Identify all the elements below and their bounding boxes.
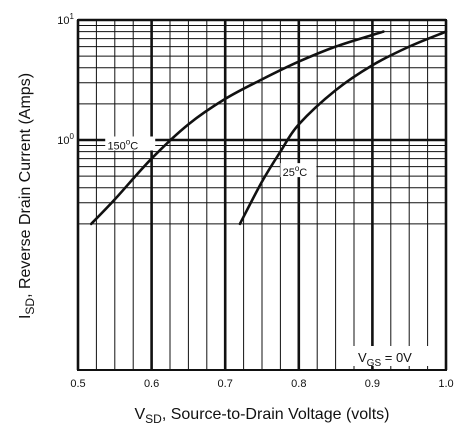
series-label-150c: 150oC	[107, 137, 138, 152]
x-tick-label: 1.0	[438, 378, 453, 390]
annotation-background	[352, 346, 442, 366]
plot-frame	[77, 19, 447, 371]
label-background	[105, 136, 156, 151]
x-tick-labels: 0.5 0.6 0.7 0.8 0.9 1.0	[70, 378, 453, 390]
vgs-annotation: VGS = 0V	[358, 350, 412, 369]
series-curve-150c	[89, 30, 385, 226]
x-tick-label: 0.6	[144, 378, 159, 390]
y-tick-label: 101	[57, 12, 74, 27]
curves	[89, 30, 448, 226]
label-background	[280, 163, 317, 178]
x-axis-label: VSD, Source-to-Drain Voltage (volts)	[135, 406, 390, 426]
y-axis-label: ISD, Reverse Drain Current (Amps)	[17, 73, 37, 319]
x-tick-label: 0.9	[365, 378, 380, 390]
y-tick-labels: 101 100	[57, 12, 74, 147]
x-tick-label: 0.5	[70, 378, 85, 390]
y-tick-label: 100	[57, 132, 74, 147]
series-curve-25c	[238, 30, 448, 226]
grid-lines	[76, 18, 448, 370]
x-tick-label: 0.7	[218, 378, 233, 390]
x-tick-label: 0.8	[291, 378, 306, 390]
series-label-25c: 25oC	[283, 164, 308, 179]
